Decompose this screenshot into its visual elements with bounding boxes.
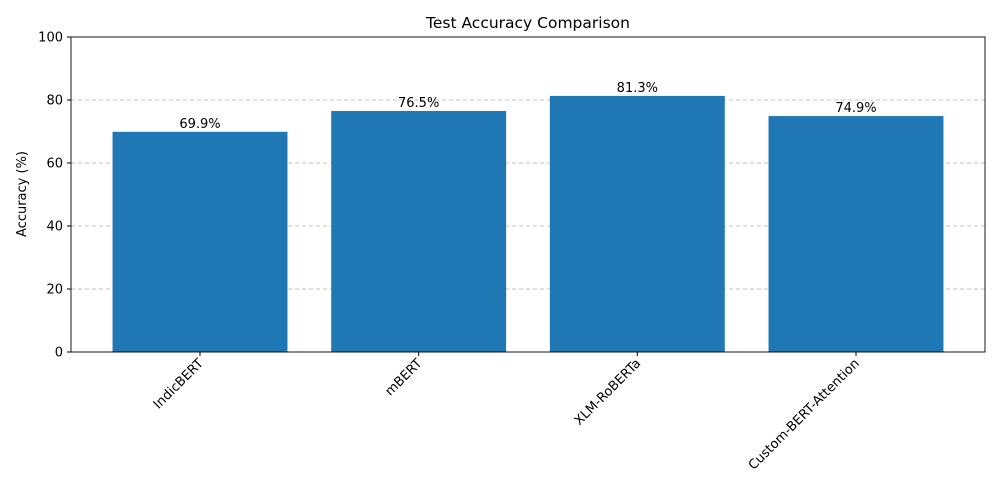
plot-frame bbox=[70, 36, 986, 353]
y-tick-label: 60 bbox=[46, 157, 63, 172]
y-tick-label: 80 bbox=[46, 94, 63, 109]
x-tick-label: IndicBERT bbox=[151, 356, 207, 412]
y-tick-label: 100 bbox=[38, 31, 63, 46]
y-axis-label: Accuracy (%) bbox=[15, 151, 30, 237]
value-label: 74.9% bbox=[835, 101, 876, 116]
x-tick-label: XLM-RoBERTa bbox=[572, 356, 644, 428]
x-tick-label: mBERT bbox=[382, 356, 425, 399]
chart-title: Test Accuracy Comparison bbox=[425, 14, 630, 32]
value-label: 69.9% bbox=[179, 117, 220, 132]
y-tick-label: 20 bbox=[46, 283, 63, 298]
y-tick-label: 0 bbox=[55, 346, 63, 361]
bar bbox=[112, 131, 288, 352]
bar bbox=[549, 95, 725, 352]
x-tick-label: Custom-BERT-Attention bbox=[746, 356, 863, 473]
value-label: 76.5% bbox=[398, 96, 439, 111]
y-tick-label: 40 bbox=[46, 220, 63, 235]
value-label: 81.3% bbox=[617, 81, 658, 96]
bar bbox=[768, 116, 944, 352]
bar bbox=[331, 111, 507, 353]
